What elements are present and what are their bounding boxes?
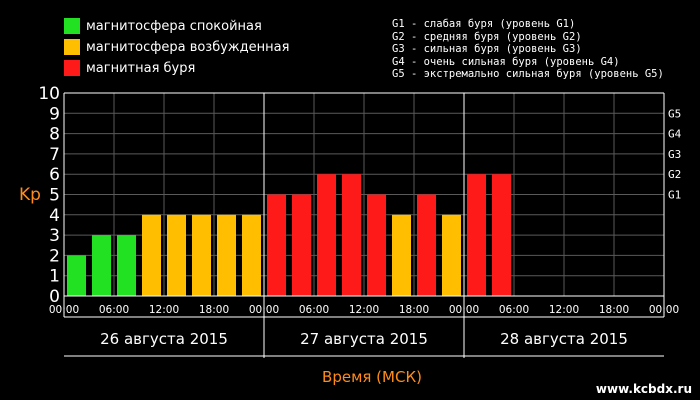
day-label-2: 28 августа 2015 (500, 330, 628, 348)
y-tick-label-10: 10 (38, 84, 60, 104)
g-level-label-g4: G4 (668, 128, 682, 141)
legend-item-active: магнитосфера возбужденная (64, 37, 289, 57)
y-tick-label-3: 3 (49, 226, 60, 246)
g-level-label-g3: G3 (668, 148, 681, 161)
kp-bar-7 (242, 214, 261, 296)
x-tick-label-2: 12:00 (149, 304, 179, 316)
g-level-label-g2: G2 (668, 168, 681, 181)
legend-label-quiet: магнитосфера спокойная (86, 18, 262, 34)
storm-level-legend: G1 - слабая буря (уровень G1) G2 - средн… (392, 18, 664, 81)
kp-bar-2 (117, 235, 136, 296)
kp-bar-1 (92, 235, 111, 296)
y-tick-label-5: 5 (49, 186, 60, 206)
legend-swatch-active (64, 39, 80, 55)
x-tick-label-7: 18:00 (399, 304, 429, 316)
storm-level-g2: G2 - средняя буря (уровень G2) (392, 30, 582, 43)
x-tick-label-8: 00:00 (449, 304, 479, 316)
legend-swatch-storm (64, 60, 80, 76)
kp-bar-8 (267, 194, 286, 296)
y-tick-label-6: 6 (49, 165, 60, 185)
x-tick-label-11: 18:00 (599, 304, 629, 316)
y-axis-label: Kp (19, 185, 41, 205)
y-tick-label-8: 8 (49, 125, 60, 145)
kp-bar-0 (67, 255, 86, 296)
x-tick-label-6: 12:00 (349, 304, 379, 316)
kp-bar-10 (317, 174, 336, 296)
site-watermark: www.kcbdx.ru (595, 382, 692, 396)
legend-label-storm: магнитная буря (86, 60, 196, 76)
kp-bar-5 (192, 214, 211, 296)
storm-level-g3: G3 - сильная буря (уровень G3) (392, 43, 582, 56)
kp-bar-3 (142, 214, 161, 296)
y-tick-label-0: 0 (49, 287, 60, 307)
kp-bar-17 (492, 174, 511, 296)
kp-bar-16 (467, 174, 486, 296)
x-tick-label-1: 06:00 (99, 304, 129, 316)
legend-item-storm: магнитная буря (64, 58, 195, 78)
storm-level-g1: G1 - слабая буря (уровень G1) (392, 18, 576, 30)
x-tick-label-0: 00:00 (49, 304, 79, 316)
x-tick-label-3: 18:00 (199, 304, 229, 316)
kp-bar-4 (167, 214, 186, 296)
legend-label-active: магнитосфера возбужденная (86, 39, 290, 55)
kp-bar-9 (292, 194, 311, 296)
y-tick-label-1: 1 (49, 267, 60, 287)
kp-bar-14 (417, 194, 436, 296)
kp-bar-11 (342, 174, 361, 296)
storm-level-g4: G4 - очень сильная буря (уровень G4) (392, 55, 620, 68)
kp-bar-13 (392, 214, 411, 296)
legend-swatch-quiet (64, 18, 80, 34)
storm-level-g5: G5 - экстремально сильная буря (уровень … (392, 68, 664, 81)
y-tick-label-9: 9 (49, 104, 60, 124)
kp-bar-6 (217, 214, 236, 296)
legend-item-quiet: магнитосфера спокойная (64, 16, 262, 36)
y-tick-label-4: 4 (49, 206, 60, 226)
kp-bar-15 (442, 214, 461, 296)
y-tick-label-2: 2 (49, 246, 60, 266)
x-tick-label-12: 00:00 (649, 304, 679, 316)
g-level-label-g1: G1 (668, 189, 681, 202)
x-tick-label-10: 12:00 (549, 304, 579, 316)
day-label-1: 27 августа 2015 (300, 330, 428, 348)
x-tick-label-4: 00:00 (249, 304, 279, 316)
x-tick-label-5: 06:00 (299, 304, 329, 316)
x-tick-label-9: 06:00 (499, 304, 529, 316)
kp-bar-12 (367, 194, 386, 296)
g-level-label-g5: G5 (668, 107, 681, 120)
day-label-0: 26 августа 2015 (100, 330, 228, 348)
x-axis-label: Время (МСК) (322, 368, 422, 386)
y-tick-label-7: 7 (49, 145, 60, 165)
